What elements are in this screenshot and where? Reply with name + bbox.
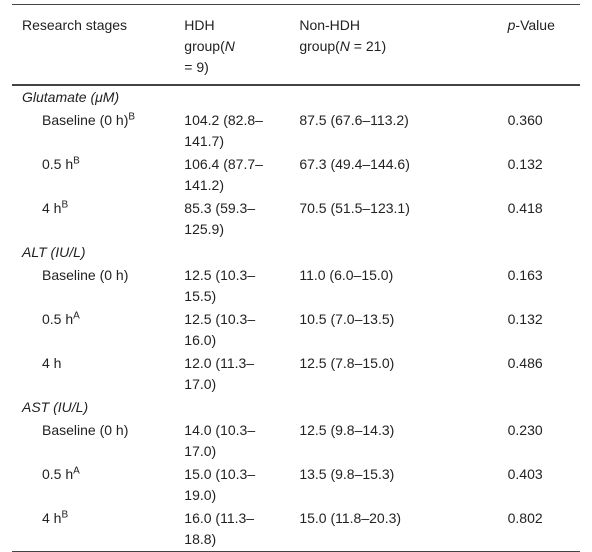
stage-cell: Baseline (0 h)	[12, 419, 174, 463]
hdh-value: 104.2 (82.8–141.7)	[184, 112, 263, 149]
stage-cell: 0.5 hB	[12, 153, 174, 197]
data-row: 4 h 12.0 (11.3–17.0) 12.5 (7.8–15.0) 0.486	[12, 352, 580, 396]
stage-time: (0 h)	[99, 422, 129, 438]
non-hdh-value: 12.5 (7.8–15.0)	[299, 355, 395, 371]
stage-label: 4 h	[42, 355, 62, 371]
header-text: group(	[299, 38, 340, 54]
header-text: p	[507, 17, 516, 33]
group-name: AST (IU/L)	[22, 399, 89, 415]
header-cell: p-Value	[497, 4, 580, 86]
hdh-value: 85.3 (59.3–125.9)	[184, 200, 256, 237]
stage-label: 0.5 h	[42, 156, 74, 172]
p-value: 0.802	[507, 510, 543, 526]
non-hdh-value: 15.0 (11.8–20.3)	[299, 510, 402, 526]
stage-label: 4 h	[42, 200, 62, 216]
p-value: 0.132	[507, 156, 543, 172]
stage-time: (0 h)	[99, 112, 129, 128]
p-value: 0.486	[507, 355, 543, 371]
stage-cell: Baseline (0 h)B	[12, 109, 174, 153]
stage-cell: 0.5 hA	[12, 463, 174, 507]
header-text: group(	[184, 38, 225, 54]
stage-cell: 4 hB	[12, 197, 174, 241]
table-body: Glutamate (μM) Baseline (0 h)B 104.2 (82.8…	[12, 85, 580, 552]
non-hdh-value: 70.5 (51.5–123.1)	[299, 200, 410, 216]
header-text: Research stages	[22, 17, 128, 33]
p-value: 0.403	[507, 466, 543, 482]
header-text: = 9)	[184, 59, 209, 75]
group-row: AST (IU/L)	[12, 396, 580, 419]
data-row: Baseline (0 h) 14.0 (10.3–17.0) 12.5 (9.8–…	[12, 419, 580, 463]
stage-label: 0.5 h	[42, 311, 74, 327]
stage-note: A	[73, 465, 80, 477]
hdh-value: 15.0 (10.3–19.0)	[184, 466, 256, 503]
hdh-value: 12.5 (10.3–15.5)	[184, 267, 256, 304]
non-hdh-value: 10.5 (7.0–13.5)	[299, 311, 395, 327]
header-text: = 21)	[349, 38, 387, 54]
stage-cell: Baseline (0 h)	[12, 264, 174, 308]
non-hdh-value: 12.5 (9.8–14.3)	[299, 422, 395, 438]
data-row: Baseline (0 h) 12.5 (10.3–15.5) 11.0 (6.0–…	[12, 264, 580, 308]
stage-cell: 0.5 hA	[12, 308, 174, 352]
hdh-value: 12.5 (10.3–16.0)	[184, 311, 256, 348]
stage-label: Baseline	[42, 422, 96, 438]
hdh-value: 16.0 (11.3–18.8)	[184, 510, 255, 547]
group-row: Glutamate (μM)	[12, 85, 580, 109]
data-row: 0.5 hB 106.4 (87.7–141.2) 67.3 (49.4–144.6…	[12, 153, 580, 197]
hdh-value: 12.0 (11.3–17.0)	[184, 355, 255, 392]
header-text: Non-HDH	[299, 17, 361, 33]
header-cell: Non-HDH group(N = 21)	[289, 4, 498, 86]
p-value: 0.132	[507, 311, 543, 327]
stage-label: Baseline	[42, 267, 96, 283]
header-cell: Research stages	[12, 4, 175, 86]
stage-label: 4 h	[42, 510, 62, 526]
data-row: 4 hB 85.3 (59.3–125.9) 70.5 (51.5–123.1) 0.…	[12, 197, 580, 241]
data-row: 0.5 hA 12.5 (10.3–16.0) 10.5 (7.0–13.5) 0.1…	[12, 308, 580, 352]
stage-note: B	[61, 199, 69, 211]
p-value: 0.163	[507, 267, 543, 283]
stage-label: 0.5 h	[42, 466, 74, 482]
group-name: Glutamate (μM)	[22, 89, 120, 105]
p-value: 0.360	[507, 112, 543, 128]
non-hdh-value: 13.5 (9.8–15.3)	[299, 466, 395, 482]
stage-note: B	[61, 509, 69, 521]
hdh-value: 14.0 (10.3–17.0)	[184, 422, 256, 459]
non-hdh-value: 87.5 (67.6–113.2)	[299, 112, 409, 128]
header-text: -Value	[515, 17, 555, 33]
p-value: 0.230	[507, 422, 543, 438]
data-row: 0.5 hA 15.0 (10.3–19.0) 13.5 (9.8–15.3) 0.4…	[12, 463, 580, 507]
non-hdh-value: 67.3 (49.4–144.6)	[299, 156, 410, 172]
group-row: ALT (IU/L)	[12, 241, 580, 264]
header-text: N	[224, 38, 235, 54]
hdh-value: 106.4 (87.7–141.2)	[184, 156, 263, 193]
stage-note: B	[128, 111, 136, 123]
p-value: 0.418	[507, 200, 543, 216]
header-cell: HDH group(N = 9)	[174, 4, 290, 86]
stage-note: B	[73, 155, 80, 167]
data-row: Baseline (0 h)B 104.2 (82.8–141.7) 87.5 (6…	[12, 109, 580, 153]
stage-label: Baseline	[42, 112, 96, 128]
stage-cell: 4 hB	[12, 507, 174, 552]
group-name: ALT (IU/L)	[22, 244, 86, 260]
results-table: Research stages HDH group(N = 9) Non-HDH g…	[12, 4, 580, 552]
stage-note: A	[73, 310, 80, 322]
table-header: Research stages HDH group(N = 9) Non-HDH g…	[12, 4, 580, 86]
data-row: 4 hB 16.0 (11.3–18.8) 15.0 (11.8–20.3) 0.80…	[12, 507, 580, 552]
header-text: N	[339, 38, 350, 54]
non-hdh-value: 11.0 (6.0–15.0)	[299, 267, 394, 283]
stage-time: (0 h)	[99, 267, 129, 283]
header-text: HDH	[184, 17, 215, 33]
header-row: Research stages HDH group(N = 9) Non-HDH g…	[12, 4, 580, 86]
stage-cell: 4 h	[12, 352, 174, 396]
